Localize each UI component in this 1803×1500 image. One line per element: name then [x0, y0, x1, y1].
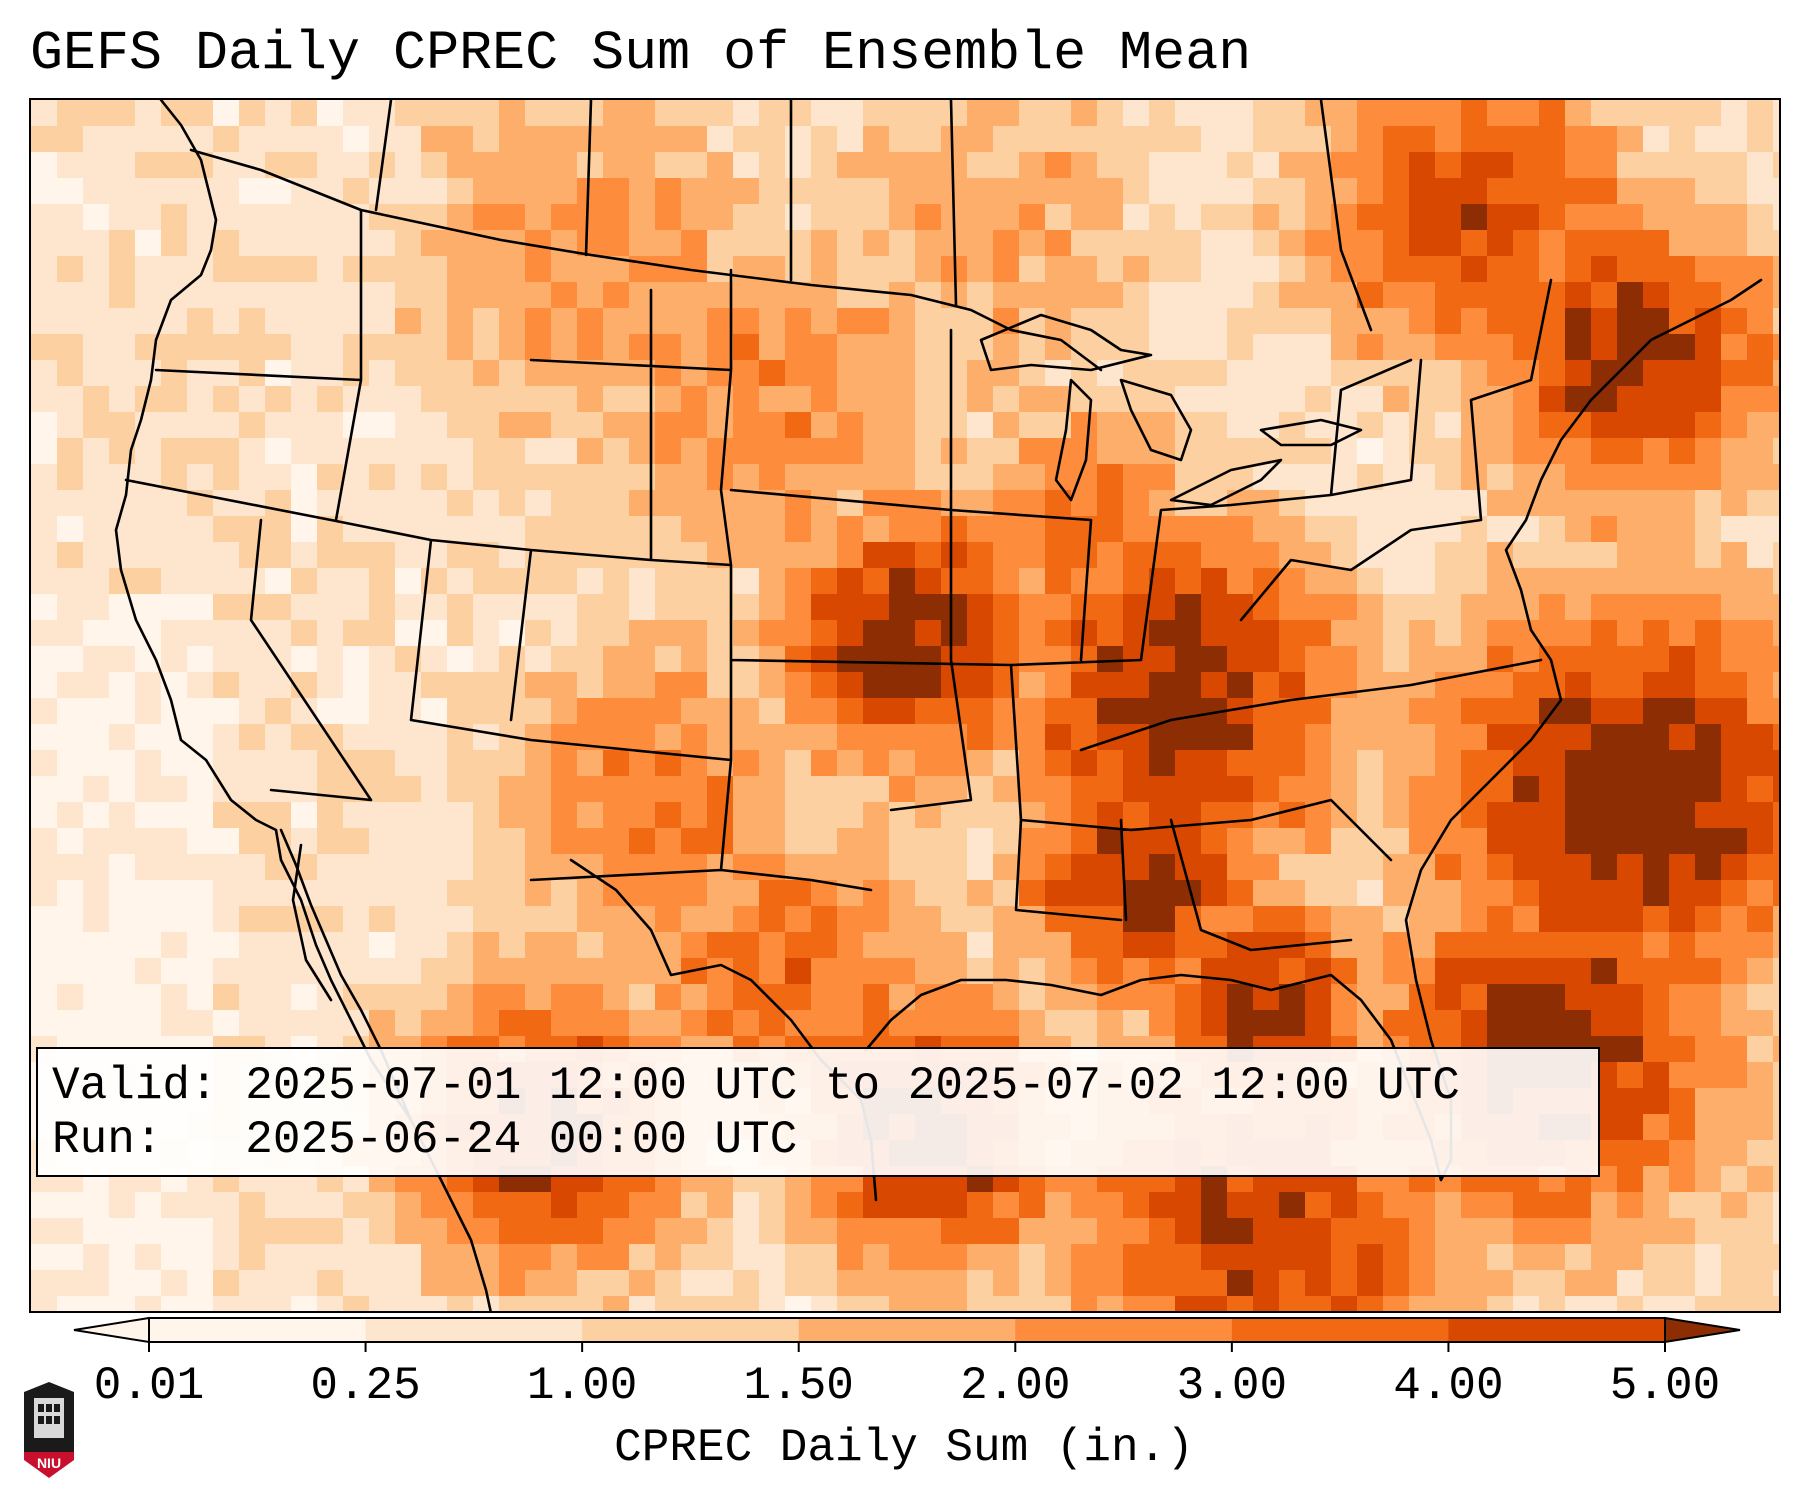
valid-value: 2025-07-01 12:00 UTC to 2025-07-02 12:00… — [245, 1060, 1460, 1112]
colorbar-segment — [365, 1318, 583, 1342]
colorbar-segment — [149, 1318, 367, 1342]
colorbar-border — [148, 1317, 1666, 1343]
colorbar-extend-min — [73, 1316, 150, 1344]
colorbar — [73, 1316, 1741, 1352]
colorbar-ticks — [148, 1342, 1666, 1352]
colorbar-tick-label: 3.00 — [1176, 1360, 1288, 1412]
run-value: 2025-06-24 00:00 UTC — [245, 1114, 798, 1166]
logo-text: NIU — [37, 1455, 61, 1471]
colorbar-tick-label: 1.50 — [743, 1360, 854, 1412]
map-title: GEFS Daily CPREC Sum of Ensemble Mean — [30, 22, 1252, 85]
great-lakes — [979, 313, 1363, 507]
colorbar-tick-label: 4.00 — [1393, 1360, 1504, 1412]
run-label: Run: — [52, 1114, 163, 1166]
colorbar-segment — [1015, 1318, 1233, 1342]
canada-province-lines — [374, 100, 1373, 332]
info-box: Valid: 2025-07-01 12:00 UTC to 2025-07-0… — [36, 1047, 1600, 1177]
colorbar-segment — [1448, 1318, 1666, 1342]
colorbar-tick-label: 5.00 — [1609, 1360, 1721, 1412]
niu-logo-icon: NIU — [24, 1382, 74, 1478]
colorbar-extend-max — [1664, 1316, 1741, 1344]
colorbar-segment — [798, 1318, 1016, 1342]
state-lines — [124, 208, 1553, 952]
valid-label: Valid: — [52, 1060, 218, 1112]
colorbar-tick-label: 0.25 — [310, 1360, 421, 1412]
colorbar-segment — [582, 1318, 800, 1342]
colorbar-segment — [1231, 1318, 1449, 1342]
colorbar-tick-label: 1.00 — [526, 1360, 638, 1412]
run-line: Run: 2025-06-24 00:00 UTC — [52, 1113, 1584, 1167]
colorbar-tick-label: 2.00 — [960, 1360, 1071, 1412]
valid-line: Valid: 2025-07-01 12:00 UTC to 2025-07-0… — [52, 1059, 1584, 1113]
atlantic-coast — [1504, 278, 1763, 632]
map-canvas — [31, 100, 1779, 1311]
precipitation-field — [31, 100, 1779, 1311]
colorbar-segments — [73, 1316, 1741, 1344]
colorbar-label: CPREC Daily Sum (in.) — [614, 1422, 1194, 1474]
colorbar-tick-label: 0.01 — [93, 1360, 205, 1412]
